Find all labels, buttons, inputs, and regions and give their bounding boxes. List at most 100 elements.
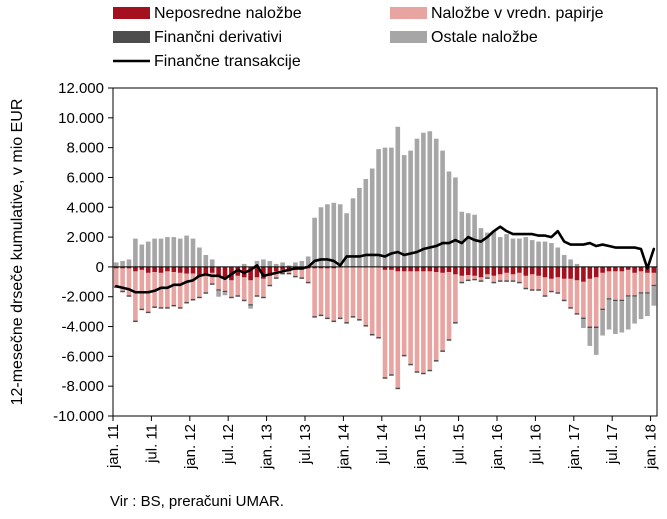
bar-series0-month34 <box>331 266 337 269</box>
bar-series3-month11 <box>184 235 189 267</box>
x-tick-label: jul. 11 <box>143 424 160 464</box>
bar-series3-month55 <box>465 213 471 267</box>
bar-series3-month33 <box>325 204 330 267</box>
bar-series3-month48 <box>421 132 426 267</box>
bar-series2-month43 <box>389 374 394 376</box>
bar-series2-month23 <box>261 296 266 299</box>
bar-series2-month71 <box>568 307 573 309</box>
bar-series3-month1 <box>120 260 125 267</box>
bar-series2-month82 <box>638 292 644 294</box>
bar-series1-month60 <box>497 274 503 281</box>
bar-series0-month16 <box>216 266 221 276</box>
bar-series3-month62 <box>510 238 516 267</box>
bar-series0-month21 <box>248 266 253 281</box>
bar-series2-month9 <box>171 304 177 307</box>
x-tick-label: jan. 12 <box>182 424 199 470</box>
bar-series2-month17 <box>222 290 228 293</box>
legend-swatch <box>113 31 150 43</box>
bar-series2-month27 <box>286 272 292 275</box>
bar-series1-month68 <box>549 278 554 291</box>
bar-series1-month13 <box>197 275 202 297</box>
bar-series1-month29 <box>299 269 305 278</box>
bar-series3-month74 <box>587 328 593 346</box>
bar-series2-month29 <box>299 277 305 279</box>
bar-series1-month63 <box>517 272 522 282</box>
bar-series2-month34 <box>331 320 337 323</box>
bar-series3-month44 <box>395 126 401 267</box>
x-tick-label: jul. 15 <box>451 424 468 465</box>
bar-series0-month66 <box>536 266 541 276</box>
y-axis-title: 12-mesečne drseče kumulative, v mio EUR <box>9 99 26 406</box>
bar-series1-month57 <box>478 277 484 281</box>
bar-series0-month61 <box>504 266 509 273</box>
bar-series3-month63 <box>517 238 522 267</box>
x-tick-label: jul. 14 <box>374 424 391 465</box>
bar-series1-month53 <box>453 274 458 323</box>
bar-series2-month61 <box>504 280 509 282</box>
y-tick-label: 10.000 <box>58 110 104 127</box>
bar-series2-month19 <box>235 295 241 297</box>
bar-series0-month17 <box>222 266 228 278</box>
bar-series3-month40 <box>369 168 375 267</box>
bar-series1-month28 <box>293 269 298 276</box>
bar-series3-month49 <box>427 131 433 267</box>
bar-series0-month0 <box>113 266 119 269</box>
bar-series2-month20 <box>241 299 247 302</box>
bar-series0-month55 <box>465 266 471 276</box>
bar-series1-month80 <box>625 269 631 296</box>
y-tick-label: 6.000 <box>66 169 104 186</box>
bar-series1-month17 <box>222 277 228 291</box>
y-tick-label: 2.000 <box>66 229 104 246</box>
bar-series3-month68 <box>549 243 554 267</box>
bar-series3-month16 <box>216 290 221 297</box>
bar-series3-month0 <box>113 262 119 267</box>
bar-series1-month59 <box>491 275 497 282</box>
bar-series1-month11 <box>184 273 189 302</box>
bar-series1-month36 <box>344 266 349 323</box>
bar-series0-month12 <box>190 266 196 274</box>
bar-series3-month52 <box>446 171 452 267</box>
bar-series2-month31 <box>312 316 317 318</box>
x-tick-label: jul. 17 <box>604 424 621 465</box>
bar-series3-month50 <box>433 138 439 267</box>
bar-series0-month13 <box>197 266 202 276</box>
bar-series2-month72 <box>574 313 580 315</box>
bar-series3-month12 <box>190 238 196 267</box>
bar-series3-month22 <box>254 260 260 267</box>
bar-series0-month49 <box>427 266 433 272</box>
bar-series2-month30 <box>305 281 311 284</box>
bar-series0-month78 <box>613 266 618 272</box>
bar-series0-month25 <box>273 266 279 272</box>
bar-series0-month6 <box>152 266 157 273</box>
bar-series0-month31 <box>312 266 317 269</box>
bar-series1-month10 <box>177 272 183 308</box>
bar-series2-month79 <box>619 299 625 302</box>
bar-series2-month77 <box>606 298 612 300</box>
bar-series3-month30 <box>305 256 311 267</box>
bar-series3-month71 <box>568 259 573 267</box>
bar-series1-month32 <box>318 268 324 315</box>
bar-series3-month43 <box>389 147 394 267</box>
x-tick-label: jan. 11 <box>105 424 122 469</box>
bar-series0-month84 <box>651 266 657 273</box>
bar-series2-month3 <box>133 320 138 323</box>
bar-series1-month72 <box>574 280 580 314</box>
bar-series3-month13 <box>197 247 202 267</box>
bar-series2-month4 <box>139 308 145 311</box>
y-axis-title-group: 12-mesečne drseče kumulative, v mio EUR <box>9 99 26 406</box>
bar-series2-month80 <box>625 295 631 297</box>
legend-label: Finančne transakcije <box>154 53 301 70</box>
x-tick-label: jan. 17 <box>566 424 583 470</box>
bar-series1-month4 <box>139 269 145 309</box>
bar-series1-month49 <box>427 271 433 370</box>
bar-series2-month65 <box>529 289 535 291</box>
bar-series2-month74 <box>587 326 593 329</box>
bar-series3-month82 <box>638 293 644 320</box>
bar-series3-month3 <box>133 238 138 267</box>
bar-series0-month73 <box>581 266 586 282</box>
bar-series2-month33 <box>325 317 330 320</box>
bar-series3-month65 <box>529 240 535 267</box>
bar-series3-month21 <box>248 305 253 309</box>
bar-series2-month45 <box>401 354 407 357</box>
bar-series3-month46 <box>408 150 413 267</box>
